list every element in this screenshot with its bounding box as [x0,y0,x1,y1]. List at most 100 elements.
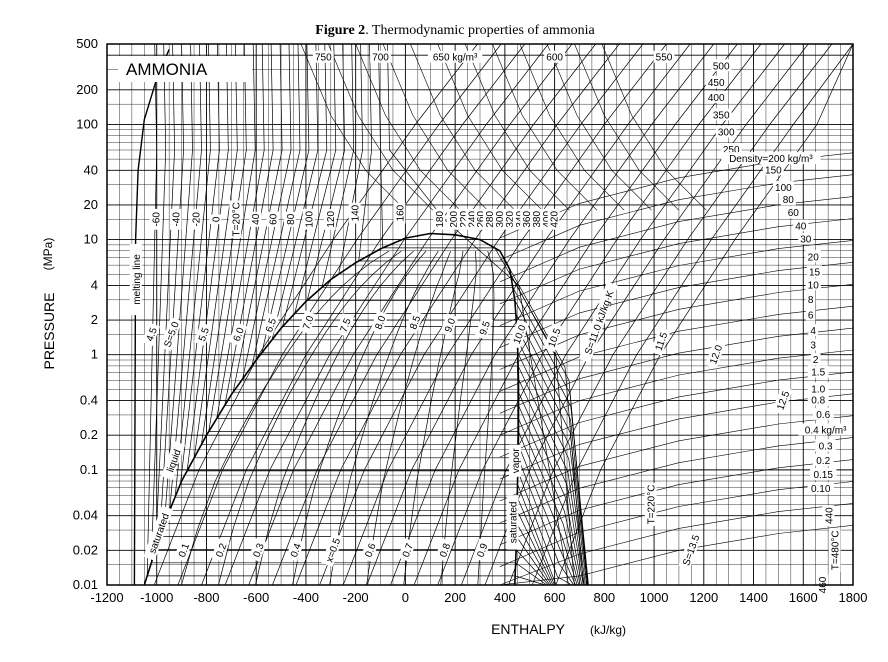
isochore-line [499,327,854,414]
saturated-vapor-label: vapor [511,448,522,474]
density-label-background [805,278,821,291]
density-label-group: 250 [720,143,742,156]
density-line [300,43,406,211]
quality-label: 0.7 [401,542,416,559]
quality-label: 0.6 [364,542,379,559]
quality-label-background [360,538,379,562]
density-label: 0.10 [811,484,831,495]
isentrope-line [224,43,549,586]
density-label-background [807,393,829,406]
density-label-group: 0.10 [807,482,834,495]
quality-label-group: 0.6 [360,538,379,562]
substance-label-box: AMMONIA [118,56,252,82]
density-label-background [715,125,737,138]
density-label: 30 [800,235,812,246]
isochore-line [499,349,854,436]
isentrope-line [531,43,854,586]
isentrope-label-background [141,322,161,346]
isotherm-label-group: 160 [393,202,406,224]
saturated-vapor-label-background [509,444,522,477]
isotherm-label: 260 [476,211,487,228]
density-label-group: 0.6 [812,407,834,421]
x-tick-label: -200 [343,590,369,605]
density-label-background [653,50,675,63]
substance-label-background [118,56,252,82]
density-label-group: 1.5 [807,365,829,379]
isotherm-label-background [433,208,446,230]
quality-line [181,250,390,586]
isentrope-line [342,43,667,586]
density-label-background [807,365,829,378]
isotherm-label: 120 [326,211,337,228]
density-label-group: 350 [710,108,732,121]
quality-line [255,250,414,586]
x-tick-label: 200 [444,590,466,605]
isotherm-label: T=480°C [831,530,842,570]
x-tick-label: 400 [494,590,516,605]
isotherm-label: 360 [522,211,533,228]
isentrope-label-background [440,313,459,337]
density-label-group: 40 [793,219,809,233]
y-tick-label: 100 [76,116,98,131]
density-label-group: 8 [805,292,816,306]
isentrope-label-background [474,316,494,340]
isotherm-label: T=20°C [231,202,242,236]
density-line [355,43,461,211]
isentrope-label-group: 9.0 [440,313,459,337]
isentrope-label-background [772,385,793,415]
isotherm-label-background [828,528,841,572]
density-label: 500 [713,61,730,72]
isotherm-label: 240 [468,211,479,228]
isotherm-label-background [149,208,162,230]
isotherm-label-background [229,200,242,239]
isentrope-label: 7.0 [301,314,316,331]
density-line [546,43,652,211]
isotherm-line [338,43,588,586]
isotherm-label-group: 80 [284,211,297,227]
density-label-background [427,50,483,63]
density-label-background [806,265,823,278]
density-label: 600 [546,53,563,64]
density-label: 250 [723,145,740,156]
isotherm-label: -60 [152,212,163,227]
plot-frame [106,43,854,586]
isentrope-label: 6.5 [264,317,279,334]
quality-line [403,251,464,586]
density-label-group: 80 [780,193,796,206]
isotherm-label-group: 420 [547,208,561,230]
isotherm-label: 140 [351,204,362,221]
isentrope-label-background [159,317,182,352]
isentrope-line [248,43,573,586]
density-label: 150 [765,165,782,176]
isotherm-label: 440 [824,507,835,524]
isentrope-label: 9.5 [478,320,493,337]
density-label: 20 [808,252,820,263]
melting-line-label: melting line [132,254,143,305]
density-label: 0.15 [813,470,833,481]
isentrope-label-group: 5.5 [193,322,213,346]
density-label-background [815,439,836,452]
isentrope-line [484,43,809,586]
density-label-background [807,482,834,495]
isentrope-label-group: 6.5 [260,313,280,337]
isentrope-label: 6.0 [232,326,247,343]
quality-label-background [321,532,344,568]
y-tick-label: 200 [76,82,98,97]
y-tick-label: 4 [91,277,98,292]
density-label: 0.8 [811,396,825,407]
quality-line [218,250,402,586]
isotherm-line [242,43,584,586]
y-tick-label: 0.2 [80,427,98,442]
isotherm-label: 320 [505,211,516,228]
density-label-background [812,453,834,466]
isotherm-label: -40 [172,212,183,227]
isotherm-label-group: 60 [266,211,280,227]
chart-title: Figure 2. Thermodynamic properties of am… [315,23,595,38]
density-label-group: 1.0 [807,382,829,395]
isotherm-label: 80 [286,213,297,225]
density-label-background [808,338,818,351]
density-line [574,43,680,211]
saturated-liquid-label-background [161,440,186,481]
density-label-background [812,407,834,420]
isotherm-label-background [189,208,202,230]
